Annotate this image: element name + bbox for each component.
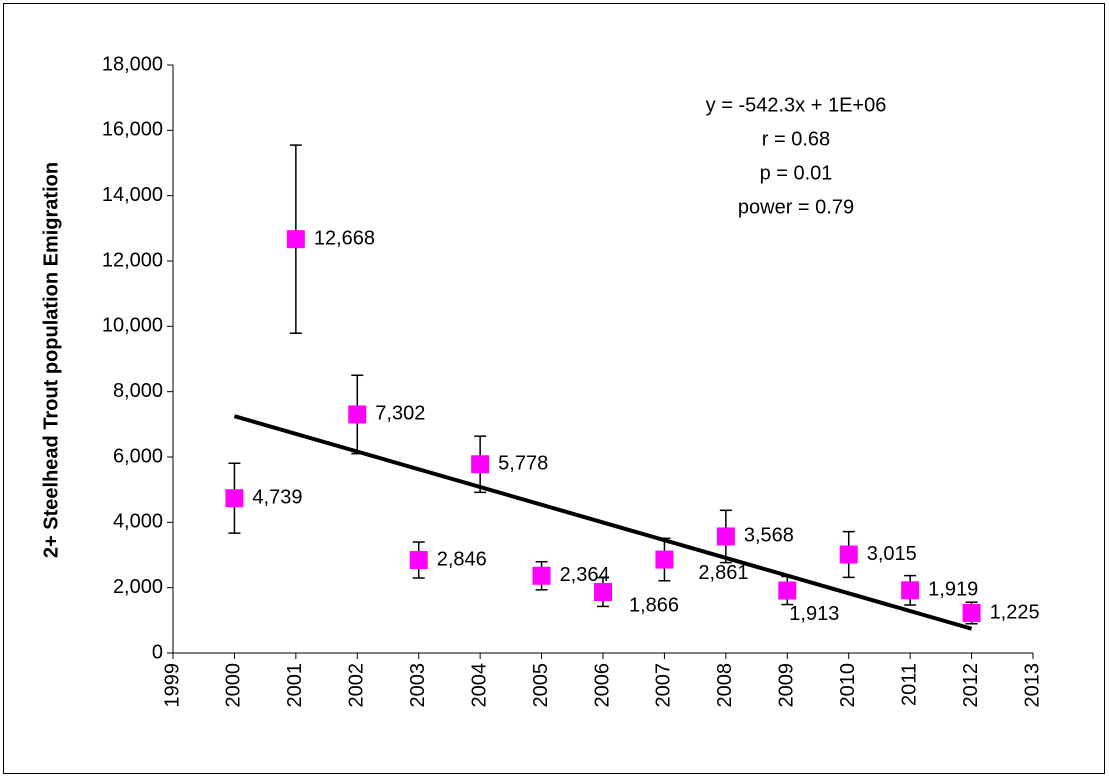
y-tick-label: 8,000: [113, 380, 163, 402]
y-tick-label: 10,000: [102, 315, 163, 337]
marker: [348, 405, 367, 424]
data-label: 7,302: [375, 403, 425, 425]
x-tick-label: 1999: [161, 663, 183, 708]
x-tick-label: 2011: [898, 663, 920, 706]
marker: [655, 550, 674, 569]
data-label: 2,364: [560, 564, 610, 586]
x-tick-label: 2010: [837, 663, 859, 708]
x-tick-label: 2013: [1021, 663, 1043, 708]
data-label: 3,015: [867, 543, 917, 565]
x-tick-label: 2008: [714, 663, 736, 708]
data-label: 12,668: [314, 227, 375, 249]
x-tick-label: 2002: [346, 663, 368, 708]
marker: [471, 455, 490, 474]
marker: [716, 527, 735, 546]
data-label: 3,568: [744, 525, 794, 547]
y-tick-label: 12,000: [102, 249, 163, 271]
annotation: p = 0.01: [760, 162, 833, 184]
marker: [225, 489, 244, 508]
data-label: 1,913: [789, 603, 839, 625]
x-tick-label: 2000: [223, 663, 245, 708]
annotation: r = 0.68: [762, 128, 830, 150]
annotation: y = -542.3x + 1E+06: [706, 94, 887, 116]
marker: [532, 566, 551, 585]
y-tick-label: 16,000: [102, 119, 163, 141]
data-label: 2,861: [698, 562, 748, 584]
y-tick-label: 18,000: [102, 53, 163, 75]
data-label: 2,846: [437, 548, 487, 570]
marker: [778, 581, 797, 600]
y-axis-label: 2+ Steelhead Trout population Emigration: [40, 162, 62, 558]
x-tick-label: 2003: [407, 663, 429, 708]
y-tick-label: 6,000: [113, 445, 163, 467]
data-label: 4,739: [252, 486, 302, 508]
annotation: power = 0.79: [738, 196, 854, 218]
data-label: 1,225: [990, 601, 1040, 623]
x-tick-label: 2005: [530, 663, 552, 708]
data-label: 5,778: [498, 453, 548, 475]
marker: [594, 583, 612, 602]
x-tick-label: 2007: [653, 663, 675, 708]
chart-border: [3, 3, 1105, 774]
y-tick-label: 4,000: [113, 511, 163, 533]
x-tick-label: 2001: [284, 663, 306, 708]
marker: [839, 545, 858, 564]
marker: [962, 603, 981, 622]
y-tick-label: 0: [152, 641, 163, 663]
marker: [286, 230, 305, 249]
marker: [409, 551, 428, 570]
y-tick-label: 14,000: [102, 184, 163, 206]
x-tick-label: 2012: [960, 663, 982, 708]
y-tick-label: 2,000: [113, 576, 163, 598]
data-label: 1,866: [629, 594, 679, 616]
data-label: 1,919: [928, 579, 978, 601]
x-tick-label: 2006: [591, 663, 613, 708]
x-tick-label: 2004: [468, 663, 490, 708]
marker: [901, 581, 920, 600]
x-tick-label: 2009: [776, 663, 798, 708]
